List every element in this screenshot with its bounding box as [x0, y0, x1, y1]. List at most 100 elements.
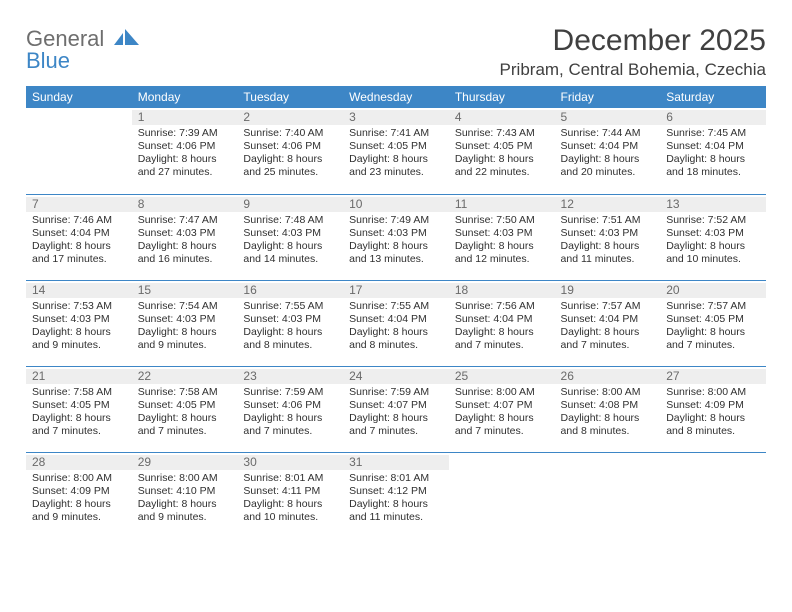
daylight-text: and 8 minutes. [349, 339, 443, 352]
calendar-day-cell: 3Sunrise: 7:41 AMSunset: 4:05 PMDaylight… [343, 108, 449, 194]
daylight-text: and 7 minutes. [561, 339, 655, 352]
daylight-text: Daylight: 8 hours [349, 153, 443, 166]
sunset-text: Sunset: 4:04 PM [455, 313, 549, 326]
calendar-week-row: 7Sunrise: 7:46 AMSunset: 4:04 PMDaylight… [26, 194, 766, 280]
calendar-week-row: 21 Sunrise: 7:58 AM Sunset: 4:05 PM Dayligh… [26, 366, 766, 452]
calendar-day-cell: 22Sunrise: 7:58 AMSunset: 4:05 PMDayligh… [132, 366, 238, 452]
weekday-header: Tuesday [237, 86, 343, 108]
day-number: 26 [555, 369, 661, 384]
sunrise-text: Sunrise: 7:51 AM [561, 214, 655, 227]
calendar-day-cell: 16Sunrise: 7:55 AMSunset: 4:03 PMDayligh… [237, 280, 343, 366]
calendar-day-cell: 15Sunrise: 7:54 AMSunset: 4:03 PMDayligh… [132, 280, 238, 366]
daylight-text: and 11 minutes. [561, 253, 655, 266]
calendar-day-cell: 25Sunrise: 8:00 AMSunset: 4:07 PMDayligh… [449, 366, 555, 452]
day-number: 11 [449, 197, 555, 212]
daylight-text: and 11 minutes. [349, 511, 443, 524]
calendar-table: Sunday Monday Tuesday Wednesday Thursday… [26, 86, 766, 538]
sunrise-text: Sunrise: 7:46 AM [32, 214, 126, 227]
daylight-text: Daylight: 8 hours [666, 240, 760, 253]
daylight-text: and 20 minutes. [561, 166, 655, 179]
sunset-text: Sunset: 4:03 PM [138, 313, 232, 326]
sunset-text: Sunset: 4:08 PM [561, 399, 655, 412]
daylight-text: Daylight: 8 hours [138, 498, 232, 511]
day-number: 16 [237, 283, 343, 298]
sunrise-text: Sunrise: 8:01 AM [243, 472, 337, 485]
sunrise-text: Sunrise: 8:01 AM [349, 472, 443, 485]
calendar-day-cell [449, 452, 555, 538]
calendar-page: General Blue December 2025 Pribram, Cent… [0, 0, 792, 612]
daylight-text: and 27 minutes. [138, 166, 232, 179]
weekday-header: Monday [132, 86, 238, 108]
daylight-text: Daylight: 8 hours [666, 412, 760, 425]
day-number: 28 [26, 455, 132, 470]
calendar-day-cell: 12Sunrise: 7:51 AMSunset: 4:03 PMDayligh… [555, 194, 661, 280]
daylight-text: Daylight: 8 hours [138, 153, 232, 166]
daylight-text: and 9 minutes. [138, 511, 232, 524]
daylight-text: Daylight: 8 hours [32, 240, 126, 253]
daylight-text: and 22 minutes. [455, 166, 549, 179]
day-number: 13 [660, 197, 766, 212]
sunset-text: Sunset: 4:04 PM [32, 227, 126, 240]
day-number: 25 [449, 369, 555, 384]
sunrise-text: Sunrise: 7:39 AM [138, 127, 232, 140]
sunset-text: Sunset: 4:09 PM [32, 485, 126, 498]
day-number: 21 [26, 369, 132, 384]
day-number: 27 [660, 369, 766, 384]
calendar-day-cell: 6Sunrise: 7:45 AMSunset: 4:04 PMDaylight… [660, 108, 766, 194]
weekday-header: Friday [555, 86, 661, 108]
daylight-text: and 8 minutes. [561, 425, 655, 438]
sunrise-text: Sunrise: 8:00 AM [455, 386, 549, 399]
day-number: 10 [343, 197, 449, 212]
daylight-text: Daylight: 8 hours [666, 153, 760, 166]
daylight-text: and 7 minutes. [138, 425, 232, 438]
sunset-text: Sunset: 4:06 PM [243, 399, 337, 412]
weekday-header: Saturday [660, 86, 766, 108]
daylight-text: Daylight: 8 hours [455, 240, 549, 253]
daylight-text: Daylight: 8 hours [455, 153, 549, 166]
daylight-text: Daylight: 8 hours [561, 240, 655, 253]
sunset-text: Sunset: 4:03 PM [455, 227, 549, 240]
day-number: 9 [237, 197, 343, 212]
day-number: 31 [343, 455, 449, 470]
daylight-text: Daylight: 8 hours [243, 412, 337, 425]
day-number: 6 [660, 110, 766, 125]
sunset-text: Sunset: 4:03 PM [243, 313, 337, 326]
sunrise-text: Sunrise: 7:58 AM [32, 386, 126, 399]
daylight-text: and 9 minutes. [32, 339, 126, 352]
calendar-day-cell: 24Sunrise: 7:59 AMSunset: 4:07 PMDayligh… [343, 366, 449, 452]
sunrise-text: Sunrise: 7:55 AM [349, 300, 443, 313]
calendar-day-cell: 21Sunrise: 7:58 AMSunset: 4:05 PMDayligh… [26, 366, 132, 452]
calendar-day-cell: 23Sunrise: 7:59 AMSunset: 4:06 PMDayligh… [237, 366, 343, 452]
calendar-day-cell: 5Sunrise: 7:44 AMSunset: 4:04 PMDaylight… [555, 108, 661, 194]
sunset-text: Sunset: 4:03 PM [138, 227, 232, 240]
location-text: Pribram, Central Bohemia, Czechia [500, 60, 766, 80]
daylight-text: and 17 minutes. [32, 253, 126, 266]
day-number: 2 [237, 110, 343, 125]
daylight-text: and 9 minutes. [138, 339, 232, 352]
sunset-text: Sunset: 4:04 PM [561, 140, 655, 153]
day-number: 29 [132, 455, 238, 470]
sunrise-text: Sunrise: 7:55 AM [243, 300, 337, 313]
sunrise-text: Sunrise: 7:53 AM [32, 300, 126, 313]
sunset-text: Sunset: 4:12 PM [349, 485, 443, 498]
day-number: 1 [132, 110, 238, 125]
day-number: 7 [26, 197, 132, 212]
daylight-text: and 18 minutes. [666, 166, 760, 179]
sunset-text: Sunset: 4:06 PM [138, 140, 232, 153]
calendar-day-cell: 14Sunrise: 7:53 AMSunset: 4:03 PMDayligh… [26, 280, 132, 366]
sunrise-text: Sunrise: 7:41 AM [349, 127, 443, 140]
daylight-text: Daylight: 8 hours [455, 326, 549, 339]
sunset-text: Sunset: 4:03 PM [349, 227, 443, 240]
day-number: 3 [343, 110, 449, 125]
calendar-day-cell: 28Sunrise: 8:00 AMSunset: 4:09 PMDayligh… [26, 452, 132, 538]
sunrise-text: Sunrise: 7:57 AM [666, 300, 760, 313]
sunrise-text: Sunrise: 8:00 AM [561, 386, 655, 399]
calendar-day-cell: 30Sunrise: 8:01 AMSunset: 4:11 PMDayligh… [237, 452, 343, 538]
sunrise-text: Sunrise: 7:48 AM [243, 214, 337, 227]
sunset-text: Sunset: 4:07 PM [455, 399, 549, 412]
sunset-text: Sunset: 4:05 PM [138, 399, 232, 412]
calendar-day-cell: 19Sunrise: 7:57 AMSunset: 4:04 PMDayligh… [555, 280, 661, 366]
calendar-day-cell [660, 452, 766, 538]
day-number: 17 [343, 283, 449, 298]
calendar-day-cell: 17Sunrise: 7:55 AMSunset: 4:04 PMDayligh… [343, 280, 449, 366]
